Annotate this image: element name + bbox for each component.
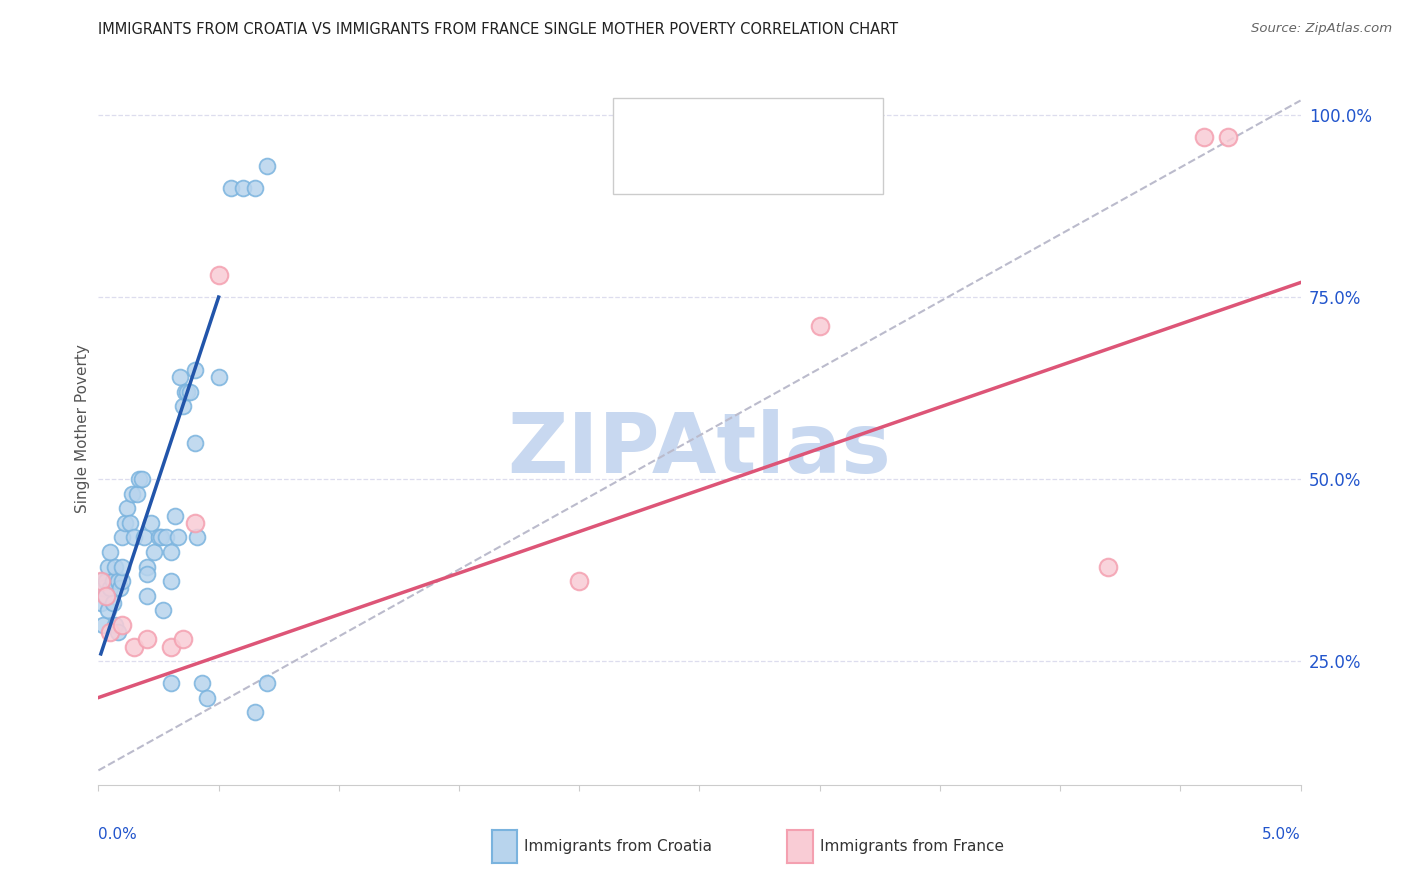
Point bbox=[135, 566, 157, 581]
Point bbox=[91, 582, 114, 596]
Point bbox=[114, 516, 136, 530]
Point bbox=[90, 574, 112, 588]
Point bbox=[568, 574, 591, 588]
Point bbox=[159, 574, 181, 588]
Point bbox=[159, 545, 181, 559]
Point bbox=[169, 370, 191, 384]
Point bbox=[97, 603, 120, 617]
Text: Immigrants from Croatia: Immigrants from Croatia bbox=[524, 839, 713, 854]
Point bbox=[108, 582, 131, 596]
Point bbox=[808, 319, 831, 334]
Point bbox=[174, 384, 197, 399]
Point bbox=[172, 400, 194, 414]
Text: R = 0.630   N = 15: R = 0.630 N = 15 bbox=[669, 161, 842, 176]
Point bbox=[149, 530, 172, 544]
Point bbox=[166, 530, 188, 544]
Point bbox=[219, 181, 242, 195]
Point bbox=[1218, 129, 1240, 144]
Point bbox=[90, 596, 112, 610]
Point bbox=[121, 486, 143, 500]
Point bbox=[208, 370, 231, 384]
Point bbox=[179, 384, 201, 399]
Point bbox=[124, 530, 146, 544]
Point bbox=[172, 632, 194, 647]
Point bbox=[111, 574, 134, 588]
Point bbox=[183, 363, 205, 377]
Point bbox=[131, 472, 153, 486]
Point bbox=[141, 516, 163, 530]
Point bbox=[1097, 559, 1119, 574]
Point bbox=[125, 486, 148, 500]
Point bbox=[100, 582, 122, 596]
Point bbox=[1194, 129, 1216, 144]
Point bbox=[118, 516, 141, 530]
Point bbox=[243, 705, 266, 719]
Text: Immigrants from France: Immigrants from France bbox=[820, 839, 1004, 854]
Point bbox=[101, 596, 124, 610]
Point bbox=[176, 384, 198, 399]
Point bbox=[208, 268, 231, 283]
Point bbox=[90, 574, 112, 588]
Point bbox=[135, 632, 157, 647]
Point bbox=[142, 545, 165, 559]
Point bbox=[128, 472, 150, 486]
Point bbox=[165, 508, 187, 523]
Point bbox=[132, 530, 155, 544]
Point bbox=[104, 559, 127, 574]
Point bbox=[232, 181, 254, 195]
Point bbox=[111, 617, 134, 632]
Point bbox=[155, 530, 177, 544]
Point bbox=[183, 516, 205, 530]
Point bbox=[94, 574, 117, 588]
Point bbox=[148, 530, 170, 544]
Point bbox=[100, 545, 122, 559]
Point bbox=[107, 574, 129, 588]
Point bbox=[94, 589, 117, 603]
Text: 5.0%: 5.0% bbox=[1261, 827, 1301, 841]
Text: Source: ZipAtlas.com: Source: ZipAtlas.com bbox=[1251, 22, 1392, 36]
Point bbox=[111, 559, 134, 574]
Point bbox=[186, 530, 208, 544]
Point bbox=[191, 676, 214, 690]
Y-axis label: Single Mother Poverty: Single Mother Poverty bbox=[75, 343, 90, 513]
Point bbox=[256, 676, 278, 690]
Point bbox=[135, 589, 157, 603]
Point bbox=[183, 435, 205, 450]
Point bbox=[94, 589, 117, 603]
Point bbox=[101, 574, 124, 588]
Point bbox=[159, 640, 181, 654]
Point bbox=[152, 603, 174, 617]
Point bbox=[124, 640, 146, 654]
Point bbox=[195, 690, 218, 705]
Text: IMMIGRANTS FROM CROATIA VS IMMIGRANTS FROM FRANCE SINGLE MOTHER POVERTY CORRELAT: IMMIGRANTS FROM CROATIA VS IMMIGRANTS FR… bbox=[98, 22, 898, 37]
Point bbox=[117, 501, 139, 516]
Point bbox=[91, 617, 114, 632]
Point bbox=[243, 181, 266, 195]
Text: ZIPAtlas: ZIPAtlas bbox=[508, 409, 891, 490]
Point bbox=[100, 625, 122, 640]
Point bbox=[135, 559, 157, 574]
Point bbox=[97, 559, 120, 574]
Point bbox=[111, 530, 134, 544]
Point bbox=[107, 625, 129, 640]
Point bbox=[104, 617, 127, 632]
Point bbox=[159, 676, 181, 690]
Text: 0.0%: 0.0% bbox=[98, 827, 138, 841]
Text: R = 0.500   N = 60: R = 0.500 N = 60 bbox=[669, 118, 842, 133]
Point bbox=[256, 159, 278, 173]
